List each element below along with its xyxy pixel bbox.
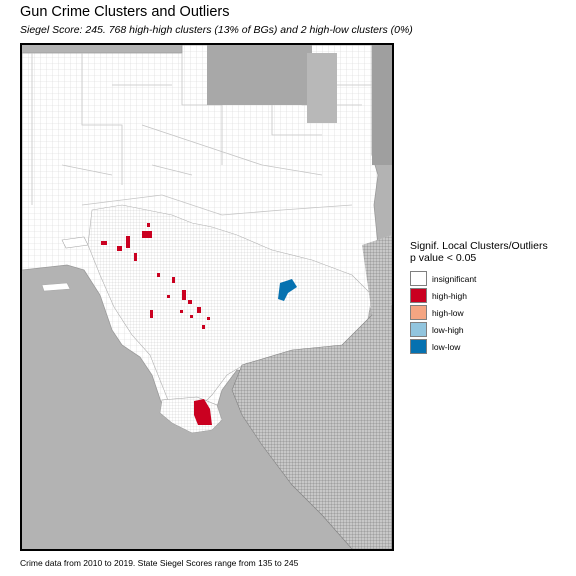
desert-patch-1	[207, 45, 312, 105]
legend-title-line2: p value < 0.05	[410, 252, 477, 264]
legend-key-low-high	[410, 322, 427, 337]
legend-key-high-high	[410, 288, 427, 303]
low-low-cluster	[278, 279, 297, 301]
chart-caption: Crime data from 2010 to 2019. State Sieg…	[20, 558, 299, 568]
chart-subtitle: Siegel Score: 245. 768 high-high cluster…	[20, 24, 413, 36]
legend-label-low-low: low-low	[432, 341, 461, 352]
legend-key-high-low	[410, 305, 427, 320]
legend-label-high-low: high-low	[432, 307, 464, 318]
southeast-dense-area	[231, 294, 392, 549]
island-1	[61, 236, 89, 249]
island-2	[41, 282, 71, 292]
legend-key-insignificant	[410, 271, 427, 286]
legend-title-line1: Signif. Local Clusters/Outliers	[410, 240, 548, 252]
legend-item-low-low: low-low	[410, 338, 548, 355]
legend-item-low-high: low-high	[410, 321, 548, 338]
legend-label-low-high: low-high	[432, 324, 464, 335]
legend-item-insignificant: insignificant	[410, 270, 548, 287]
map-legend: Signif. Local Clusters/Outliers p value …	[410, 240, 548, 355]
chart-title: Gun Crime Clusters and Outliers	[20, 4, 230, 20]
desert-patch-3	[372, 45, 392, 165]
east-dense-strip	[362, 235, 392, 315]
desert-patch-2	[307, 53, 337, 123]
legend-key-low-low	[410, 339, 427, 354]
legend-item-high-low: high-low	[410, 304, 548, 321]
high-high-clusters	[101, 223, 210, 329]
map-svg	[22, 45, 392, 549]
legend-item-high-high: high-high	[410, 287, 548, 304]
legend-label-insignificant: insignificant	[432, 273, 477, 284]
high-high-peninsula-cluster	[194, 399, 212, 425]
map-panel[interactable]	[20, 43, 394, 551]
legend-label-high-high: high-high	[432, 290, 467, 301]
